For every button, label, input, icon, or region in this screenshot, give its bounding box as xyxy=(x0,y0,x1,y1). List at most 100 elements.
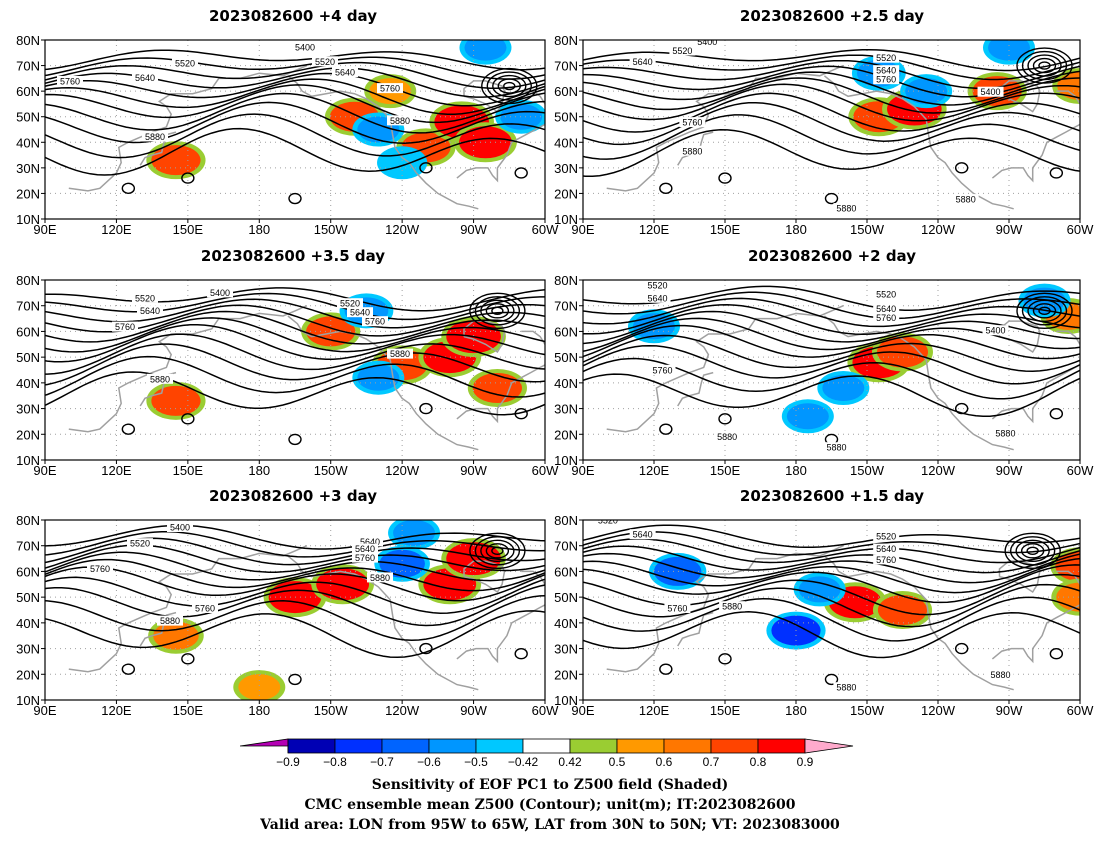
negative-sensitivity-region xyxy=(786,403,829,430)
contour-label: 5640 xyxy=(335,68,355,78)
contour-label-bg xyxy=(873,543,900,554)
contour-label: 5640 xyxy=(876,66,896,76)
panel-title: 2023082600 +3 day xyxy=(209,487,377,505)
contour-label: 5880 xyxy=(836,683,856,693)
coastline xyxy=(68,305,308,433)
contour-label-bg xyxy=(157,615,183,626)
closed-low-contour xyxy=(1038,61,1051,70)
height-contour xyxy=(45,544,545,573)
negative-sensitivity-region xyxy=(798,576,841,603)
contour-label: 5760 xyxy=(115,322,135,332)
negative-sensitivity-region xyxy=(988,40,1030,61)
contour-label: 5640 xyxy=(633,57,653,67)
contour-label-bg xyxy=(167,522,193,532)
colorbar-tick-label: 0.8 xyxy=(750,755,767,768)
lat-tick-label: 10N xyxy=(16,453,40,468)
contour-label-bg xyxy=(352,552,378,563)
contour-label-bg xyxy=(357,536,383,547)
contour-label-bg xyxy=(312,56,338,67)
closed-low-contour xyxy=(497,78,521,94)
contour-label: 5640 xyxy=(648,293,668,303)
height-contour xyxy=(45,537,545,566)
height-contour xyxy=(45,343,545,386)
lat-tick-label: 30N xyxy=(16,402,40,417)
negative-sensitivity-region xyxy=(653,556,702,586)
contour-label-bg xyxy=(952,194,979,205)
height-contour xyxy=(583,344,1080,385)
subtropical-high-contour xyxy=(954,402,969,415)
contour-label: 5760 xyxy=(682,118,702,128)
subtropical-high-contour xyxy=(181,413,195,425)
contour-label-bg xyxy=(873,74,900,85)
closed-low-contour xyxy=(1026,546,1039,556)
contour-label-bg xyxy=(833,682,860,693)
subtropical-high-contour xyxy=(181,172,195,184)
contour-label-bg xyxy=(387,115,413,126)
lat-tick-label: 40N xyxy=(554,376,578,391)
lat-tick-label: 30N xyxy=(554,161,578,176)
contour-label: 5400 xyxy=(295,42,315,52)
contour-label-bg xyxy=(679,145,706,156)
lat-tick-label: 80N xyxy=(16,513,40,528)
contour-label: 5880 xyxy=(682,146,702,156)
subtropical-high-contour xyxy=(419,402,433,415)
lat-tick-label: 60N xyxy=(554,324,578,339)
colorbar-swatch xyxy=(287,738,336,754)
lon-tick-label: 150W xyxy=(850,703,885,718)
contour-label: 5520 xyxy=(876,290,896,300)
lon-tick-label: 180 xyxy=(785,463,807,478)
lat-tick-label: 10N xyxy=(16,212,40,227)
coastline xyxy=(456,570,545,664)
height-contour xyxy=(45,566,545,602)
contour-label-bg xyxy=(387,348,413,359)
contour-label-bg xyxy=(873,289,900,300)
height-contour xyxy=(583,573,1080,616)
coastline xyxy=(287,555,479,691)
subtropical-high-contour xyxy=(824,192,839,205)
height-contour xyxy=(583,524,1080,549)
colorbar-tick-label: −0.6 xyxy=(417,755,441,768)
height-contour xyxy=(583,324,1080,360)
colorbar-swatch xyxy=(569,738,618,754)
lon-tick-label: 180 xyxy=(248,222,270,237)
positive-sensitivity-region xyxy=(316,568,370,601)
contour-label: 5520 xyxy=(175,59,195,69)
lat-tick-label: 70N xyxy=(16,539,40,554)
contour-label-bg xyxy=(833,203,860,214)
height-contour xyxy=(45,584,545,627)
height-contour xyxy=(583,114,1080,160)
lon-tick-label: 150E xyxy=(173,703,204,718)
lon-tick-label: 150W xyxy=(314,463,349,478)
contour-label: 5520 xyxy=(340,299,360,309)
lon-tick-label: 150E xyxy=(710,463,741,478)
lon-tick-label: 120E xyxy=(639,463,670,478)
panel-title: 2023082600 +3.5 day xyxy=(200,247,386,265)
closed-low-contour xyxy=(1009,536,1056,566)
contour-label-bg xyxy=(982,325,1009,336)
contour-label-bg xyxy=(873,52,900,63)
contour-label-bg xyxy=(669,45,696,56)
height-contour xyxy=(45,595,545,642)
contour-label-bg xyxy=(362,316,388,327)
contour-label: 5880 xyxy=(836,204,856,214)
closed-low-contour xyxy=(474,296,521,326)
colorbar-swatch xyxy=(616,738,665,754)
subtropical-high-contour xyxy=(659,423,673,435)
closed-low-contour xyxy=(1020,543,1045,559)
contour-label-bg xyxy=(714,431,741,442)
lon-tick-label: 120E xyxy=(101,463,132,478)
contour-label-bg xyxy=(132,72,158,83)
closed-low-contour xyxy=(485,543,510,559)
lat-tick-label: 70N xyxy=(554,59,578,74)
lat-tick-label: 70N xyxy=(554,539,578,554)
coastline xyxy=(677,371,714,407)
contour-label-bg xyxy=(629,56,656,67)
colorbar-swatch xyxy=(522,738,571,754)
lon-tick-label: 150W xyxy=(850,463,885,478)
lon-tick-label: 120W xyxy=(385,463,420,478)
contour-label: 5400 xyxy=(170,523,190,533)
lon-tick-label: 180 xyxy=(248,703,270,718)
lon-tick-label: 180 xyxy=(785,222,807,237)
colorbar-tick-label: −0.5 xyxy=(464,755,488,768)
colorbar-tick-label: 0.7 xyxy=(703,755,720,768)
